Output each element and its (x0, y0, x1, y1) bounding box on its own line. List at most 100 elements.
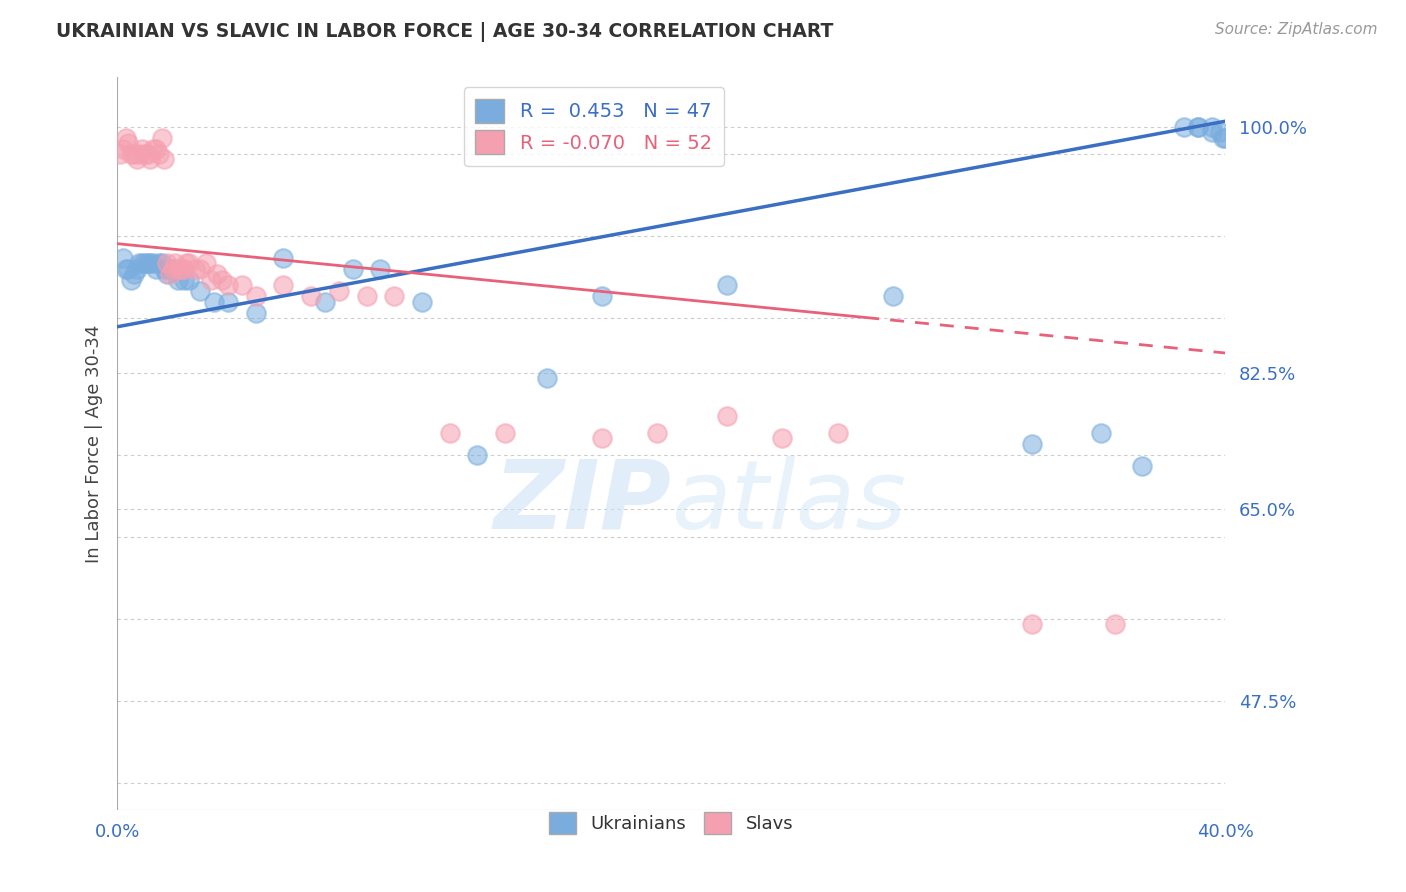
Point (142, 142, 165, 156)
Point (117, 136, 139, 150)
Point (153, 261, 176, 276)
Point (156, 256, 179, 270)
Point (125, 153, 148, 167)
Text: ZIP: ZIP (494, 456, 671, 549)
Point (150, 256, 173, 270)
Point (1209, 125, 1232, 139)
Point (647, 425, 669, 440)
Point (716, 278, 738, 293)
Point (122, 147, 145, 161)
Point (148, 256, 170, 270)
Point (117, 261, 139, 276)
Point (148, 147, 170, 161)
Point (108, 147, 131, 161)
Point (179, 273, 201, 287)
Point (179, 256, 201, 270)
Point (591, 431, 613, 445)
Point (145, 261, 167, 276)
Point (111, 142, 134, 156)
Point (162, 261, 184, 276)
Point (382, 289, 405, 303)
Point (1187, 120, 1209, 134)
Point (120, 273, 142, 287)
Point (125, 261, 148, 276)
Point (167, 273, 190, 287)
Point (202, 294, 225, 309)
Point (128, 147, 150, 161)
Point (273, 278, 295, 293)
Point (1104, 617, 1126, 632)
Point (591, 289, 613, 303)
Point (153, 153, 176, 167)
Point (150, 130, 173, 145)
Point (1201, 125, 1223, 139)
Point (716, 409, 738, 424)
Point (217, 278, 239, 293)
Point (159, 267, 181, 281)
Point (1215, 130, 1237, 145)
Point (167, 261, 190, 276)
Text: Source: ZipAtlas.com: Source: ZipAtlas.com (1215, 22, 1378, 37)
Point (273, 251, 295, 265)
Legend: Ukrainians, Slavs: Ukrainians, Slavs (541, 805, 801, 841)
Point (411, 294, 433, 309)
Point (245, 305, 267, 319)
Point (159, 261, 181, 276)
Point (1130, 458, 1153, 473)
Point (142, 256, 165, 270)
Text: atlas: atlas (671, 456, 907, 549)
Point (122, 267, 145, 281)
Point (1187, 120, 1209, 134)
Point (145, 142, 167, 156)
Point (114, 130, 136, 145)
Point (467, 448, 489, 462)
Point (1173, 120, 1195, 134)
Point (1090, 425, 1112, 440)
Point (245, 289, 267, 303)
Point (111, 251, 134, 265)
Point (1212, 130, 1234, 145)
Point (494, 425, 516, 440)
Point (205, 267, 228, 281)
Point (356, 289, 378, 303)
Point (1021, 437, 1043, 451)
Point (114, 261, 136, 276)
Point (439, 425, 461, 440)
Text: UKRAINIAN VS SLAVIC IN LABOR FORCE | AGE 30-34 CORRELATION CHART: UKRAINIAN VS SLAVIC IN LABOR FORCE | AGE… (56, 22, 834, 42)
Point (173, 261, 195, 276)
Point (176, 256, 198, 270)
Point (882, 289, 904, 303)
Point (170, 261, 193, 276)
Point (536, 371, 558, 385)
Point (299, 289, 322, 303)
Point (314, 294, 336, 309)
Point (1201, 120, 1223, 134)
Point (162, 261, 184, 276)
Point (136, 147, 159, 161)
Point (184, 261, 207, 276)
Point (165, 256, 187, 270)
Point (200, 273, 222, 287)
Point (136, 256, 159, 270)
Point (770, 431, 793, 445)
Point (370, 261, 392, 276)
Point (217, 294, 239, 309)
Point (156, 267, 179, 281)
Y-axis label: In Labor Force | Age 30-34: In Labor Force | Age 30-34 (86, 325, 103, 563)
Point (328, 284, 350, 298)
Point (211, 273, 233, 287)
Point (827, 425, 849, 440)
Point (231, 278, 253, 293)
Point (139, 153, 162, 167)
Point (188, 284, 211, 298)
Point (131, 142, 153, 156)
Point (128, 256, 150, 270)
Point (139, 256, 162, 270)
Point (342, 261, 364, 276)
Point (1021, 617, 1043, 632)
Point (134, 256, 156, 270)
Point (188, 261, 211, 276)
Point (131, 256, 153, 270)
Point (194, 256, 217, 270)
Point (120, 147, 142, 161)
